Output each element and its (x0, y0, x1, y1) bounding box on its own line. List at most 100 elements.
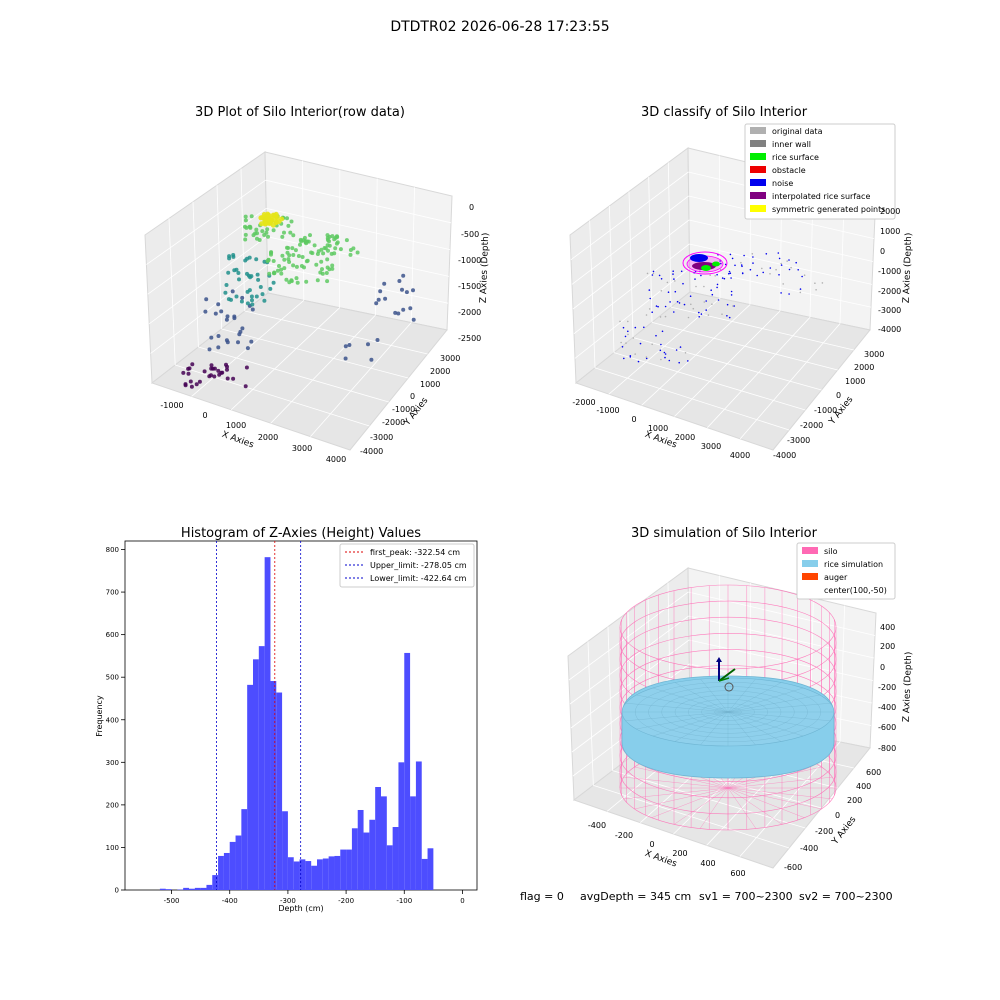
scatter-point (249, 339, 254, 344)
noise-point (814, 282, 816, 285)
histogram-bar (282, 811, 288, 890)
histogram-bar (206, 884, 213, 890)
grid-line (168, 218, 176, 366)
noise-point (622, 326, 625, 329)
scatter-point (254, 257, 259, 262)
noise-point (664, 315, 667, 318)
scatter-point (217, 372, 222, 377)
noise-point (634, 326, 637, 329)
scatter-point (294, 264, 299, 269)
histogram-bar (276, 692, 283, 890)
noise-point (795, 261, 797, 264)
scatter-point (220, 370, 225, 375)
scatter-point (286, 223, 291, 228)
scatter-point (319, 259, 324, 264)
scatter-point (299, 264, 304, 268)
scatter-point (369, 357, 374, 362)
noise-point (660, 343, 662, 346)
histogram-bar (264, 557, 271, 890)
legend-swatch (750, 140, 766, 147)
panel4-z-tick: -200 (878, 683, 896, 692)
noise-point (778, 274, 780, 276)
scatter-point (187, 366, 192, 371)
panel4-z-tick: -800 (878, 744, 896, 753)
scatter-point (383, 296, 388, 301)
noise-point (658, 274, 661, 277)
noise-point (634, 353, 636, 355)
noise-point (648, 308, 651, 310)
histogram-bar (340, 849, 347, 890)
scatter-point (254, 294, 259, 299)
panel2-y-ticks: -4000 -3000 -2000 -1000 0 1000 2000 3000 (773, 350, 884, 460)
noise-point (627, 333, 629, 336)
noise-point (762, 271, 764, 274)
scatter-point (240, 326, 245, 331)
x-tick-label: -200 (338, 897, 354, 905)
grid-line (147, 208, 267, 295)
scatter-point (225, 367, 229, 372)
scatter-point (376, 297, 381, 302)
scatter-point (271, 259, 276, 263)
scatter-point (290, 246, 295, 251)
rice-mesh (700, 711, 729, 745)
legend-swatch (802, 547, 818, 554)
scatter-point (400, 287, 404, 292)
silo-spoke (673, 787, 729, 825)
panel2-z-label: Z Axies (Depth) (902, 233, 914, 304)
panel-raw-scatter: 3D Plot of Silo Interior(row data) -1000… (144, 105, 491, 464)
panel4-x-ticks: -400 -200 0 200 400 600 (588, 821, 746, 878)
scatter-point (262, 259, 267, 264)
panel2-rice-cluster (682, 251, 728, 275)
scatter-point (325, 233, 330, 238)
noise-point (799, 288, 802, 290)
histogram-bar (218, 855, 224, 890)
scatter-point (269, 250, 274, 255)
scatter-point (245, 271, 249, 276)
scatter-point (325, 257, 330, 262)
panel1-floor-pane (150, 292, 448, 451)
scatter-point (250, 298, 254, 303)
noise-point (651, 343, 653, 346)
panel4-rice-surface (621, 675, 835, 779)
noise-point (752, 256, 754, 258)
noise-point (790, 266, 792, 269)
noise-point (721, 313, 723, 316)
noise-point (728, 270, 731, 273)
panel4-x-tick: -400 (588, 821, 606, 830)
noise-point (803, 274, 806, 277)
scatter-point (250, 302, 255, 307)
scatter-point (216, 302, 221, 307)
scatter-point (256, 277, 261, 282)
scatter-point (282, 266, 287, 271)
noise-point (730, 277, 732, 279)
scatter-point (397, 279, 402, 283)
scatter-point (280, 253, 285, 258)
noise-point (711, 293, 714, 296)
scatter-point (343, 356, 348, 361)
scatter-point (344, 238, 349, 243)
noise-point (719, 260, 721, 262)
noise-point (700, 313, 703, 315)
scatter-point (285, 250, 290, 255)
panel2-x-ticks: -2000 -1000 0 1000 2000 3000 4000 (572, 398, 750, 460)
noise-point (720, 262, 722, 265)
panel1-points (181, 211, 416, 389)
panel1-x-tick: 2000 (258, 433, 278, 442)
noise-point (734, 264, 736, 267)
noise-point (788, 293, 790, 295)
noise-point (765, 253, 768, 255)
grid-line (240, 168, 246, 312)
legend-swatch (750, 179, 766, 186)
scatter-point (320, 267, 324, 272)
noise-point (675, 349, 678, 351)
noise-point (652, 272, 655, 275)
grid-line (739, 323, 841, 440)
scatter-point (294, 276, 299, 281)
noise-point (724, 263, 727, 266)
scatter-point (207, 374, 212, 379)
grid-line (310, 322, 412, 437)
scatter-point (194, 382, 199, 387)
scatter-point (310, 251, 315, 256)
histogram-bar (287, 857, 294, 890)
